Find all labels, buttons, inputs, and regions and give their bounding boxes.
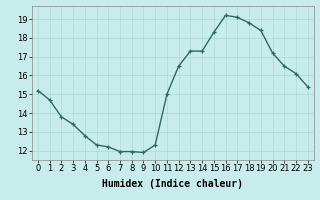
- X-axis label: Humidex (Indice chaleur): Humidex (Indice chaleur): [102, 179, 243, 189]
